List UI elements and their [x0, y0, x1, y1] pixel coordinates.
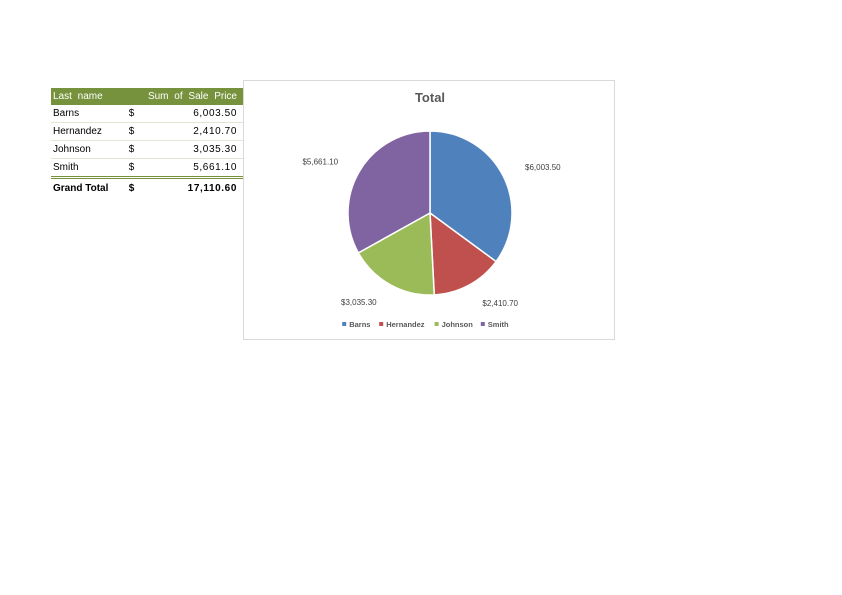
table-row: Barns $ 6,003.50 — [51, 105, 243, 123]
data-label-hernandez[interactable]: $2,410.70 — [482, 299, 518, 308]
grand-total-row: Grand Total $ 17,110.60 — [51, 176, 243, 197]
row-currency: $ — [125, 158, 145, 178]
row-amount[interactable]: 6,003.50 — [144, 105, 243, 123]
pie-slice-barns[interactable] — [429, 130, 513, 263]
row-name[interactable]: Smith — [51, 158, 126, 178]
row-name[interactable]: Barns — [51, 105, 126, 123]
pivot-header-row: Last name Sum of Sale Price — [51, 88, 243, 105]
row-name[interactable]: Johnson — [51, 140, 126, 159]
table-row: Smith $ 5,661.10 — [51, 158, 243, 178]
table-row: Hernandez $ 2,410.70 — [51, 122, 243, 141]
grand-total-amount[interactable]: 17,110.60 — [144, 176, 243, 197]
legend-swatch-hernandez — [379, 322, 384, 326]
row-currency: $ — [125, 105, 145, 123]
legend-entry-johnson[interactable]: Johnson — [442, 320, 474, 329]
pivot-table: Last name Sum of Sale Price Barns $ 6,00… — [51, 88, 243, 197]
row-currency: $ — [125, 140, 145, 159]
header-last-name[interactable]: Last name — [51, 88, 126, 105]
pie-slice-smith[interactable] — [347, 130, 431, 254]
legend-entry-hernandez[interactable]: Hernandez — [386, 320, 425, 329]
legend-entry-barns[interactable]: Barns — [349, 320, 370, 329]
pie-slice-johnson[interactable] — [357, 211, 436, 296]
pie-data-labels: $6,003.50 $2,410.70 $3,035.30 $5,661.10 — [302, 157, 561, 307]
data-label-barns[interactable]: $6,003.50 — [525, 163, 561, 172]
pie-slices — [347, 130, 513, 296]
chart-title[interactable]: Total — [415, 90, 445, 105]
pie-chart-canvas: Total $6,003.50 $2,410.70 $3,035.30 $5,661.… — [302, 90, 561, 329]
header-sum-of-sale-price[interactable]: Sum of Sale Price — [125, 88, 243, 105]
row-amount[interactable]: 3,035.30 — [144, 140, 243, 159]
pie-chart[interactable]: Total $6,003.50 $2,410.70 $3,035.30 $5,661.… — [243, 80, 615, 340]
pie-slice-hernandez[interactable] — [429, 211, 498, 296]
grand-total-label[interactable]: Grand Total — [51, 176, 126, 197]
legend-swatch-barns — [342, 322, 347, 326]
data-label-smith[interactable]: $5,661.10 — [302, 157, 338, 166]
legend-entry-smith[interactable]: Smith — [488, 320, 509, 329]
grand-total-currency: $ — [125, 176, 145, 197]
row-name[interactable]: Hernandez — [51, 122, 126, 141]
row-currency: $ — [125, 122, 145, 141]
row-amount[interactable]: 5,661.10 — [144, 158, 243, 178]
table-row: Johnson $ 3,035.30 — [51, 140, 243, 159]
legend-swatch-smith — [480, 322, 485, 326]
chart-legend[interactable]: Barns Hernandez Johnson Smith — [342, 320, 509, 329]
legend-swatch-johnson — [434, 322, 439, 326]
row-amount[interactable]: 2,410.70 — [144, 122, 243, 141]
data-label-johnson[interactable]: $3,035.30 — [341, 298, 377, 307]
